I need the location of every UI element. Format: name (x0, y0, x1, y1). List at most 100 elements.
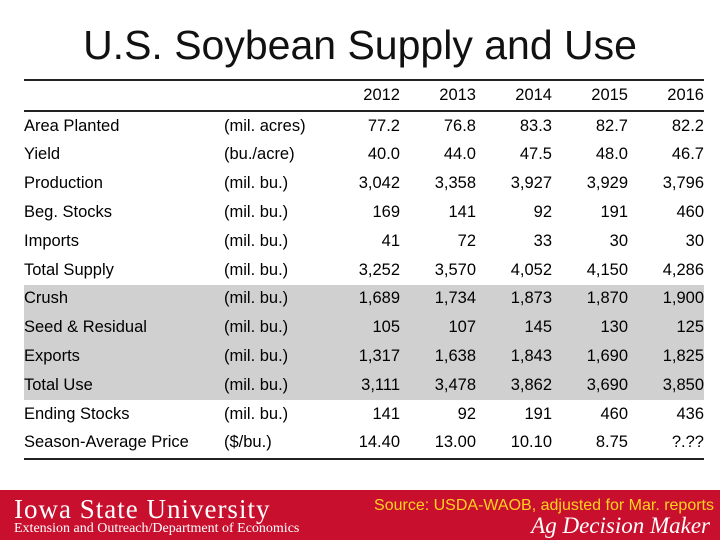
row-value: 47.5 (519, 145, 552, 164)
table-row: Exports (mil. bu.) 1,317 1,638 1,843 1,690 1,8… (24, 342, 704, 371)
table-row: Total Use (mil. bu.) 3,111 3,478 3,862 3,690 3… (24, 370, 704, 400)
row-unit: (mil. bu.) (224, 313, 324, 343)
table-row: Season-Average Price ($/bu.) 14.40 13.00 10.… (24, 429, 704, 458)
row-value: 82.2 (671, 116, 704, 135)
row-label: Imports (24, 231, 80, 250)
row-unit: (mil. bu.) (224, 260, 289, 279)
row-value: 1,870 (552, 284, 628, 314)
row-value: 82.7 (595, 116, 628, 135)
row-value: 141 (372, 404, 400, 423)
row-value: 436 (676, 404, 704, 423)
year-header: 2012 (324, 81, 400, 112)
row-value: 1,900 (628, 284, 704, 314)
row-value: 3,570 (434, 260, 476, 279)
row-value: 125 (628, 313, 704, 343)
row-value: 92 (457, 404, 476, 423)
row-value: 3,478 (400, 370, 476, 400)
row-value: 141 (448, 203, 476, 222)
row-value: 4,150 (586, 260, 628, 279)
row-value: 3,252 (358, 260, 400, 279)
row-value: 40.0 (367, 145, 400, 164)
row-label: Exports (24, 342, 224, 371)
row-value: 83.3 (519, 116, 552, 135)
row-value: 1,873 (476, 284, 552, 314)
row-value: 1,734 (400, 284, 476, 314)
row-value: 44.0 (443, 145, 476, 164)
row-unit: (mil. bu.) (224, 203, 289, 222)
table-row: Yield (bu./acre) 40.0 44.0 47.5 48.0 46.7 (24, 141, 704, 170)
row-label: Ending Stocks (24, 404, 130, 423)
row-value: 33 (533, 231, 552, 250)
table-row: Crush (mil. bu.) 1,689 1,734 1,873 1,870 1,900 (24, 284, 704, 314)
row-value: 1,825 (628, 342, 704, 371)
row-value: 3,690 (552, 370, 628, 400)
page-title: U.S. Soybean Supply and Use (83, 22, 637, 68)
table-row: Seed & Residual (mil. bu.) 105 107 145 130 125 (24, 313, 704, 343)
table-top-rule (24, 79, 704, 81)
row-value: 107 (400, 313, 476, 343)
row-unit: (mil. bu.) (224, 174, 289, 193)
table-row: Area Planted (mil. acres) 77.2 76.8 83.3 82.7… (24, 111, 704, 141)
row-value: 46.7 (671, 145, 704, 164)
row-value: 4,052 (510, 260, 552, 279)
row-label: Beg. Stocks (24, 203, 113, 222)
row-value: 10.10 (510, 433, 552, 452)
row-unit: (mil. bu.) (224, 231, 289, 250)
table-bottom-rule (24, 458, 704, 460)
footer-banner (0, 490, 720, 540)
row-value: 145 (476, 313, 552, 343)
table-row: Production (mil. bu.) 3,042 3,358 3,927 3,929… (24, 169, 704, 198)
source-note: Source: USDA-WAOB, adjusted for Mar. rep… (374, 497, 714, 514)
row-value: ?.?? (671, 433, 704, 452)
row-unit: (mil. bu.) (224, 370, 324, 400)
row-value: 77.2 (367, 116, 400, 135)
row-value: 3,929 (586, 174, 628, 193)
row-value: 169 (372, 203, 400, 222)
row-value: 3,358 (434, 174, 476, 193)
row-value: 3,042 (358, 174, 400, 193)
row-value: 1,689 (324, 284, 400, 314)
row-value: 41 (381, 231, 400, 250)
row-label: Crush (24, 284, 224, 314)
row-value: 3,862 (476, 370, 552, 400)
department-text: Extension and Outreach/Department of Eco… (14, 521, 300, 536)
row-unit: (mil. bu.) (224, 342, 324, 371)
row-unit: (mil. bu.) (224, 284, 324, 314)
year-header: 2016 (628, 81, 704, 112)
table-row: Imports (mil. bu.) 41 72 33 30 30 (24, 227, 704, 256)
row-value: 13.00 (434, 433, 476, 452)
table-body: Area Planted (mil. acres) 77.2 76.8 83.3 82.7… (24, 111, 704, 458)
row-value: 1,690 (552, 342, 628, 371)
row-value: 4,286 (662, 260, 704, 279)
row-value: 92 (533, 203, 552, 222)
row-value: 1,843 (476, 342, 552, 371)
row-value: 30 (609, 231, 628, 250)
row-value: 30 (685, 231, 704, 250)
row-value: 14.40 (358, 433, 400, 452)
row-value: 48.0 (595, 145, 628, 164)
table-row: Ending Stocks (mil. bu.) 141 92 191 460 436 (24, 400, 704, 429)
row-value: 191 (524, 404, 552, 423)
row-value: 3,927 (510, 174, 552, 193)
row-unit: ($/bu.) (224, 433, 272, 452)
row-value: 191 (600, 203, 628, 222)
row-value: 72 (457, 231, 476, 250)
row-unit: (mil. acres) (224, 116, 306, 135)
year-header: 2015 (552, 81, 628, 112)
year-header: 2014 (476, 81, 552, 112)
row-label: Yield (24, 145, 61, 164)
row-label: Season-Average Price (24, 433, 189, 452)
row-label: Seed & Residual (24, 313, 224, 343)
row-value: 1,638 (400, 342, 476, 371)
row-value: 105 (324, 313, 400, 343)
header-blank (24, 81, 224, 112)
row-label: Total Use (24, 370, 224, 400)
row-label: Area Planted (24, 116, 120, 135)
table-row: Beg. Stocks (mil. bu.) 169 141 92 191 460 (24, 198, 704, 227)
row-value: 3,850 (628, 370, 704, 400)
row-value: 3,111 (324, 370, 400, 400)
row-unit: (mil. bu.) (224, 404, 289, 423)
row-value: 460 (600, 404, 628, 423)
row-label: Total Supply (24, 260, 114, 279)
supply-use-table: 2012 2013 2014 2015 2016 Area Planted (mi… (24, 81, 704, 457)
